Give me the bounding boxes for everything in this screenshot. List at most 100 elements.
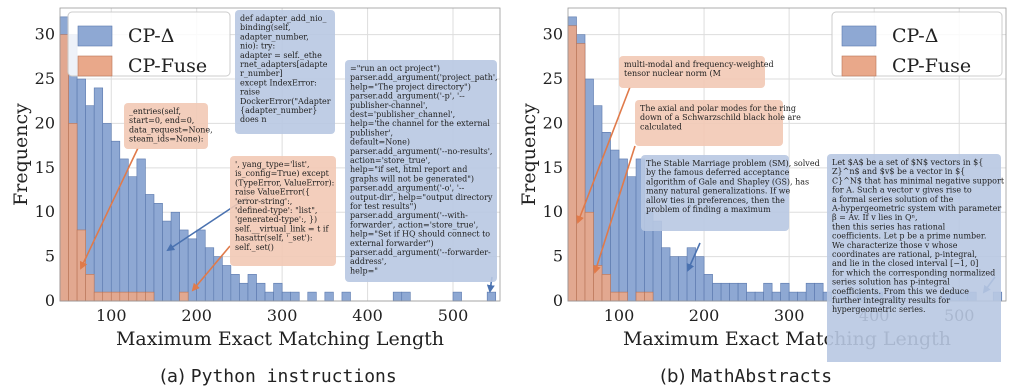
bar-cpfuse [635, 291, 645, 302]
bar-cpfuse [576, 43, 586, 302]
bar-cpdelta [239, 282, 249, 302]
bar-cpdelta [486, 291, 497, 302]
bar-cpfuse [618, 291, 628, 302]
y-tick-label: 20 [543, 113, 563, 132]
annotation-line: problem of finding a maximum [646, 205, 771, 214]
bar-cpdelta [703, 274, 713, 302]
bar-cpdelta [145, 194, 155, 302]
annotation-line: 'error-string':, [235, 197, 292, 206]
annotation-line: r_number] [240, 69, 283, 78]
annotation-line: help="Set if HQ should connect to [350, 230, 490, 239]
annotation-line: except IndexError: [240, 78, 317, 87]
legend-swatch [841, 55, 877, 77]
annotation-line: rnet_adapters[adapte [240, 60, 328, 69]
annotation-line: down of a Schwarzschild black hole are [640, 113, 801, 122]
bar-cpdelta [256, 282, 266, 302]
x-tick-label: 100 [604, 306, 635, 325]
annotation-line: help="if set, html report and [350, 165, 467, 174]
annotation-line: A-hypergeometric system with parameter [831, 204, 1001, 213]
bar-cpdelta [290, 291, 300, 302]
annotation-box [641, 155, 789, 231]
annotation-line: raise [240, 88, 260, 97]
annotation-line: DockerError("Adapter [240, 97, 331, 106]
annotation-line: by the famous deferred acceptance [646, 168, 790, 177]
bar-cpdelta [110, 140, 121, 302]
x-tick-label: 500 [438, 306, 469, 325]
chart-panel-python: 100 200 300 400 500 0 5 10 15 20 25 30 Maximum Exact… [10, 7, 501, 350]
bar-cpfuse [601, 274, 611, 302]
bar-cpdelta [153, 203, 163, 302]
bar-cpdelta [754, 291, 764, 302]
bar-cpdelta [661, 247, 671, 302]
y-tick-label: 10 [35, 202, 55, 221]
bar-cpdelta [392, 291, 403, 302]
bar-cpfuse [179, 291, 189, 302]
bar-cpdelta [763, 282, 773, 302]
annotation-line: The Stable Marriage problem (SM), solved [646, 159, 820, 168]
bar-cpdelta [341, 291, 351, 302]
x-tick-label: 100 [96, 306, 127, 325]
bar-cpdelta [618, 158, 628, 302]
bar-cpdelta [196, 229, 206, 302]
bar-cpfuse [119, 291, 129, 302]
bar-cpfuse [136, 291, 146, 302]
bar-cpdelta [170, 211, 180, 302]
annotation-line: default=None) [350, 138, 410, 147]
bar-cpdelta [119, 158, 129, 302]
annotation-line: coordinates are rational, p-integral, [832, 250, 977, 259]
annotation-line: and lie in the closed interval [−1, 0] [832, 259, 978, 268]
bar-cpdelta [128, 176, 138, 302]
y-tick-label: 15 [35, 158, 55, 177]
bar-cpdelta [771, 291, 781, 302]
y-tick-label: 0 [553, 291, 563, 310]
annotation-line: algorithm of Gale and Shapley (GS), has [646, 177, 809, 186]
bar-cpfuse [102, 291, 112, 302]
annotation-line: 'defined-type': "list", [235, 206, 317, 215]
annotation-box [827, 154, 1001, 362]
annotation-box [345, 60, 497, 282]
x-tick-label: 400 [352, 306, 383, 325]
bar-cpdelta [797, 291, 807, 302]
annotation-line: help='the channel for the external [350, 119, 490, 128]
annotation-line: hasattr(self, '_set'): [235, 234, 313, 243]
bar-cpdelta [136, 158, 146, 302]
annotation-line: data_request=None, [129, 125, 213, 134]
annotation-line: steam_ids=None): [129, 135, 203, 144]
bar-cpdelta [324, 291, 334, 302]
y-axis-label: Frequency [518, 103, 540, 206]
annotation-line: is_config=True) except [235, 169, 330, 178]
bar-cpdelta [678, 256, 688, 302]
y-tick-label: 0 [45, 291, 55, 310]
legend-label: CP-Fuse [128, 55, 207, 77]
annotation-box [619, 56, 765, 88]
bar-cpfuse [145, 291, 155, 302]
annotation-line: ="run an oct project") [350, 64, 440, 73]
bar-cpdelta [273, 282, 283, 302]
y-tick-label: 10 [543, 202, 563, 221]
y-tick-label: 25 [35, 69, 55, 88]
annotation-line: coefficients. From this we deduce [832, 287, 969, 296]
bar-cpdelta [720, 282, 730, 302]
plot-frame [567, 7, 1007, 302]
annotation-line: {adapter_number} [240, 106, 317, 115]
caption-python: (a) Python instructions [160, 366, 397, 387]
bar-cpfuse [68, 123, 78, 302]
bar-cpdelta [230, 274, 240, 302]
annotation-line: The axial and polar modes for the ring [640, 104, 796, 113]
caption-text: MathAbstracts [691, 366, 833, 387]
annotation-line: self._set() [235, 243, 274, 252]
annotation-line: parser.add_argument('project_path', [350, 73, 498, 82]
annotation-line: series solution has p-integral [832, 278, 950, 287]
annotation-line: parser.add_argument('-p', '-- [350, 92, 465, 101]
annotation-line: self.__virtual_link = t if [235, 224, 329, 233]
y-tick-label: 25 [543, 69, 563, 88]
annotation-arrow [191, 245, 231, 292]
annotation-line: does n [240, 115, 266, 124]
bar-cpdelta [610, 149, 620, 302]
bar-cpdelta [669, 256, 679, 302]
annotation-line: action='store_true', [350, 156, 430, 165]
bar-cpdelta [788, 291, 798, 302]
legend-swatch [77, 25, 113, 47]
annotation-line: β = Av. If v lies in Qⁿ, [832, 213, 918, 222]
